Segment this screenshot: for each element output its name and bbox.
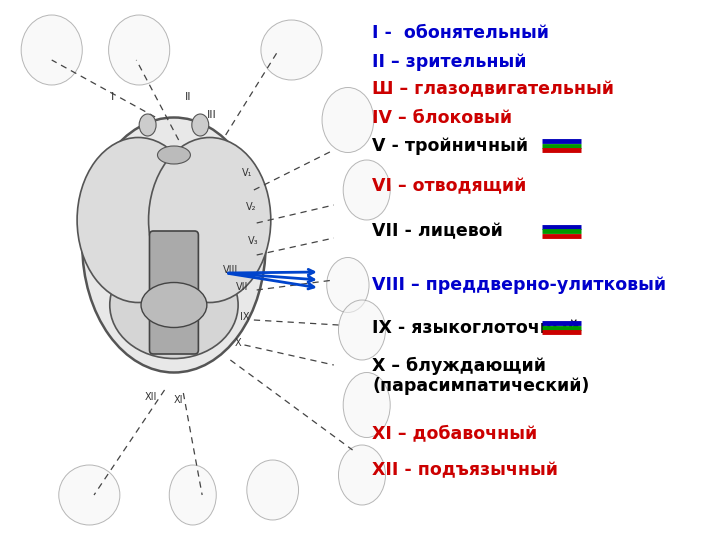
Text: II – зрительный: II – зрительный <box>372 52 527 71</box>
Text: V - тройничный: V - тройничный <box>372 137 528 155</box>
Ellipse shape <box>109 252 238 359</box>
Ellipse shape <box>109 15 170 85</box>
Text: II: II <box>185 92 192 102</box>
Text: III: III <box>207 110 217 120</box>
Text: Ш – глазодвигательный: Ш – глазодвигательный <box>372 80 614 99</box>
Text: V₂: V₂ <box>246 202 256 212</box>
Ellipse shape <box>247 460 299 520</box>
Ellipse shape <box>158 146 190 164</box>
Text: VII: VII <box>235 282 248 292</box>
Text: IV – блоковый: IV – блоковый <box>372 109 513 127</box>
Ellipse shape <box>139 114 156 136</box>
Ellipse shape <box>192 114 209 136</box>
Ellipse shape <box>343 160 390 220</box>
Ellipse shape <box>59 465 120 525</box>
Text: IX: IX <box>240 312 249 322</box>
Ellipse shape <box>141 282 207 327</box>
Bar <box>0 0 372 540</box>
Text: I: I <box>111 92 114 102</box>
Text: XI: XI <box>174 395 184 405</box>
Ellipse shape <box>77 138 199 302</box>
Ellipse shape <box>338 300 385 360</box>
Text: V₁: V₁ <box>242 168 253 178</box>
Ellipse shape <box>327 258 369 313</box>
FancyBboxPatch shape <box>150 231 199 354</box>
Bar <box>372 0 677 540</box>
Ellipse shape <box>261 20 322 80</box>
Text: VIII: VIII <box>222 265 238 275</box>
Text: XII - подъязычный: XII - подъязычный <box>372 461 558 479</box>
Ellipse shape <box>82 118 266 373</box>
Text: VIII – преддверно-улитковый: VIII – преддверно-улитковый <box>372 276 667 294</box>
Text: XII: XII <box>144 392 157 402</box>
Text: I -  обонятельный: I - обонятельный <box>372 24 549 43</box>
Ellipse shape <box>21 15 82 85</box>
Ellipse shape <box>322 87 374 152</box>
Text: X: X <box>235 338 241 348</box>
Text: V₃: V₃ <box>248 236 258 246</box>
Ellipse shape <box>169 465 216 525</box>
Text: X – блуждающий
(парасимпатический): X – блуждающий (парасимпатический) <box>372 356 590 395</box>
Text: VII - лицевой: VII - лицевой <box>372 222 503 240</box>
Text: XI – добавочный: XI – добавочный <box>372 424 538 443</box>
Ellipse shape <box>338 445 385 505</box>
Ellipse shape <box>148 138 271 302</box>
Text: IX - языкоглоточный: IX - языкоглоточный <box>372 319 580 337</box>
Text: VI – отводящий: VI – отводящий <box>372 177 527 195</box>
Ellipse shape <box>343 373 390 437</box>
